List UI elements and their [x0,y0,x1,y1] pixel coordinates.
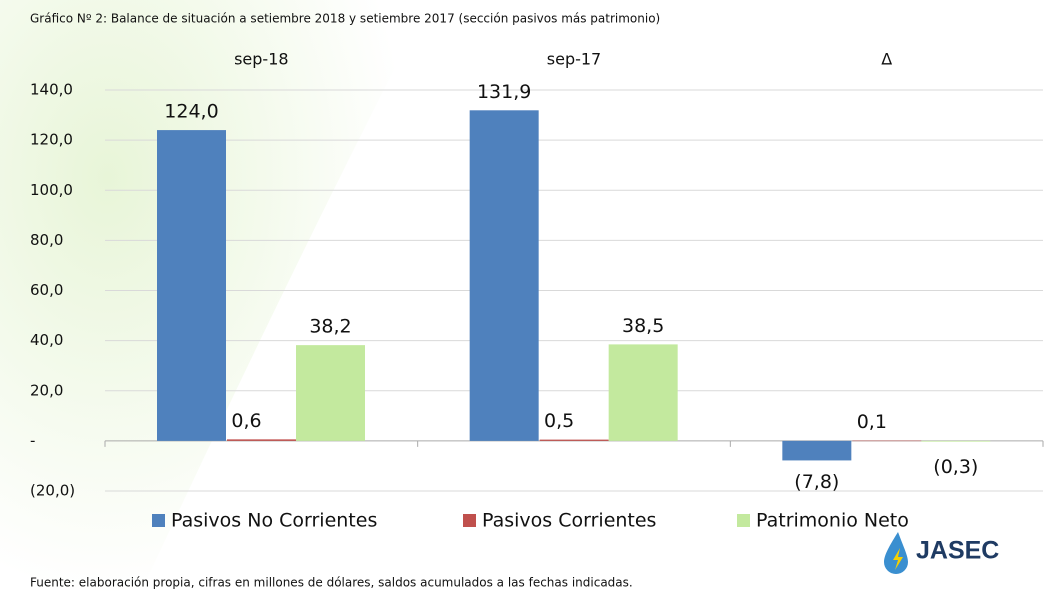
bar [852,440,922,442]
bar [921,440,991,442]
bar [782,440,852,461]
category-label: Δ [881,50,892,69]
legend-label: Pasivos Corrientes [482,510,656,532]
legend-swatch [152,514,165,527]
category-label: sep-17 [547,50,601,69]
logo-drop [884,532,908,574]
logo-text: JASEC [916,537,999,565]
y-tick-label: 120,0 [30,131,73,149]
y-tick-label: 20,0 [30,381,63,399]
chart-title: Gráfico Nº 2: Balance de situación a set… [30,12,660,26]
bar [608,344,678,441]
y-tick-label: 40,0 [30,331,63,349]
category-label: sep-18 [234,50,288,69]
legend-swatch [463,514,476,527]
data-label: 38,5 [622,315,664,337]
bar [157,130,226,441]
data-label: 0,5 [544,410,574,432]
data-label: 38,2 [309,316,351,338]
y-tick-label: (20,0) [30,482,75,500]
y-tick-label: - [30,431,35,449]
bar [227,439,296,441]
bar [296,345,365,441]
data-label: 131,9 [477,81,531,103]
bar [469,110,539,441]
footnote: Fuente: elaboración propia, cifras en mi… [30,576,633,590]
logo: JASEC [884,532,999,574]
y-tick-label: 100,0 [30,181,73,199]
data-label: 124,0 [164,101,218,123]
logo-bolt [893,548,903,570]
y-tick-label: 80,0 [30,231,63,249]
y-tick-label: 60,0 [30,281,63,299]
legend-label: Patrimonio Neto [756,510,909,532]
legend-label: Pasivos No Corrientes [171,510,377,532]
y-tick-label: 140,0 [30,81,73,99]
data-label: (7,8) [794,471,839,493]
data-label: 0,1 [857,411,887,433]
legend-swatch [737,514,750,527]
data-label: 0,6 [231,410,261,432]
bar [539,439,609,441]
data-label: (0,3) [933,456,978,478]
